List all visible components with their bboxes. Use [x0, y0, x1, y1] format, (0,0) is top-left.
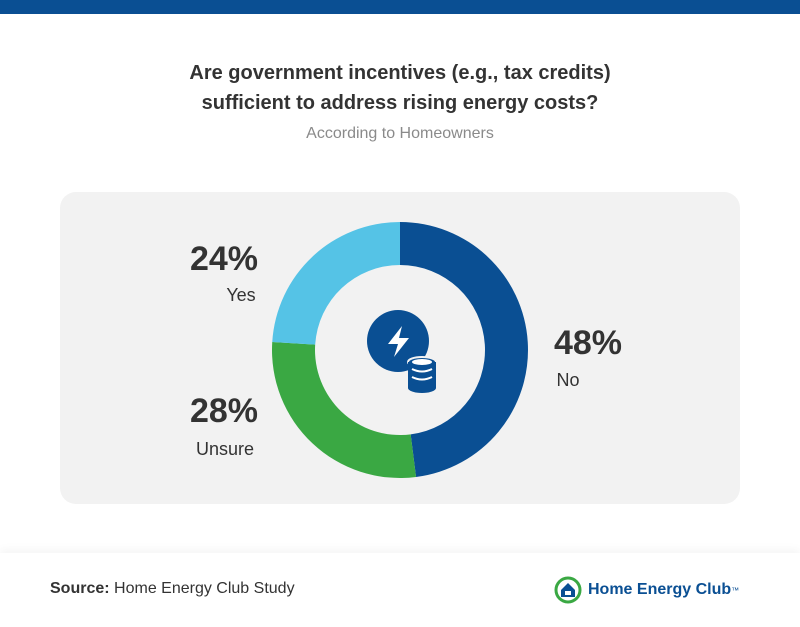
donut-slice [400, 222, 529, 477]
chart-subtitle: According to Homeowners [306, 125, 494, 142]
top-bar [0, 0, 800, 14]
footer [0, 553, 800, 627]
source: Source: Home Energy Club Study [50, 580, 295, 598]
category-label: Yes [226, 285, 255, 305]
labels: 48% No 28% Unsure 24% Yes [190, 240, 622, 459]
brand-logo [554, 576, 582, 604]
category-label: Unsure [196, 439, 254, 459]
center-icon [367, 310, 437, 393]
value-label: 28% [190, 392, 258, 430]
category-label: No [556, 370, 579, 390]
donut [272, 222, 529, 478]
chart-title: Are government incentives (e.g., tax cre… [189, 62, 611, 114]
brand: Home Energy Club ™ [554, 576, 739, 604]
source-label: Source: [50, 580, 110, 597]
donut-slice [272, 222, 400, 345]
value-label: 24% [190, 240, 258, 278]
trademark: ™ [731, 585, 740, 595]
source-text: Home Energy Club Study [114, 580, 295, 597]
donut-slice [272, 341, 417, 478]
value-label: 48% [554, 324, 622, 362]
chart: 48% No 28% Unsure 24% Yes [190, 222, 622, 478]
brand-name: Home Energy Club [588, 581, 732, 598]
